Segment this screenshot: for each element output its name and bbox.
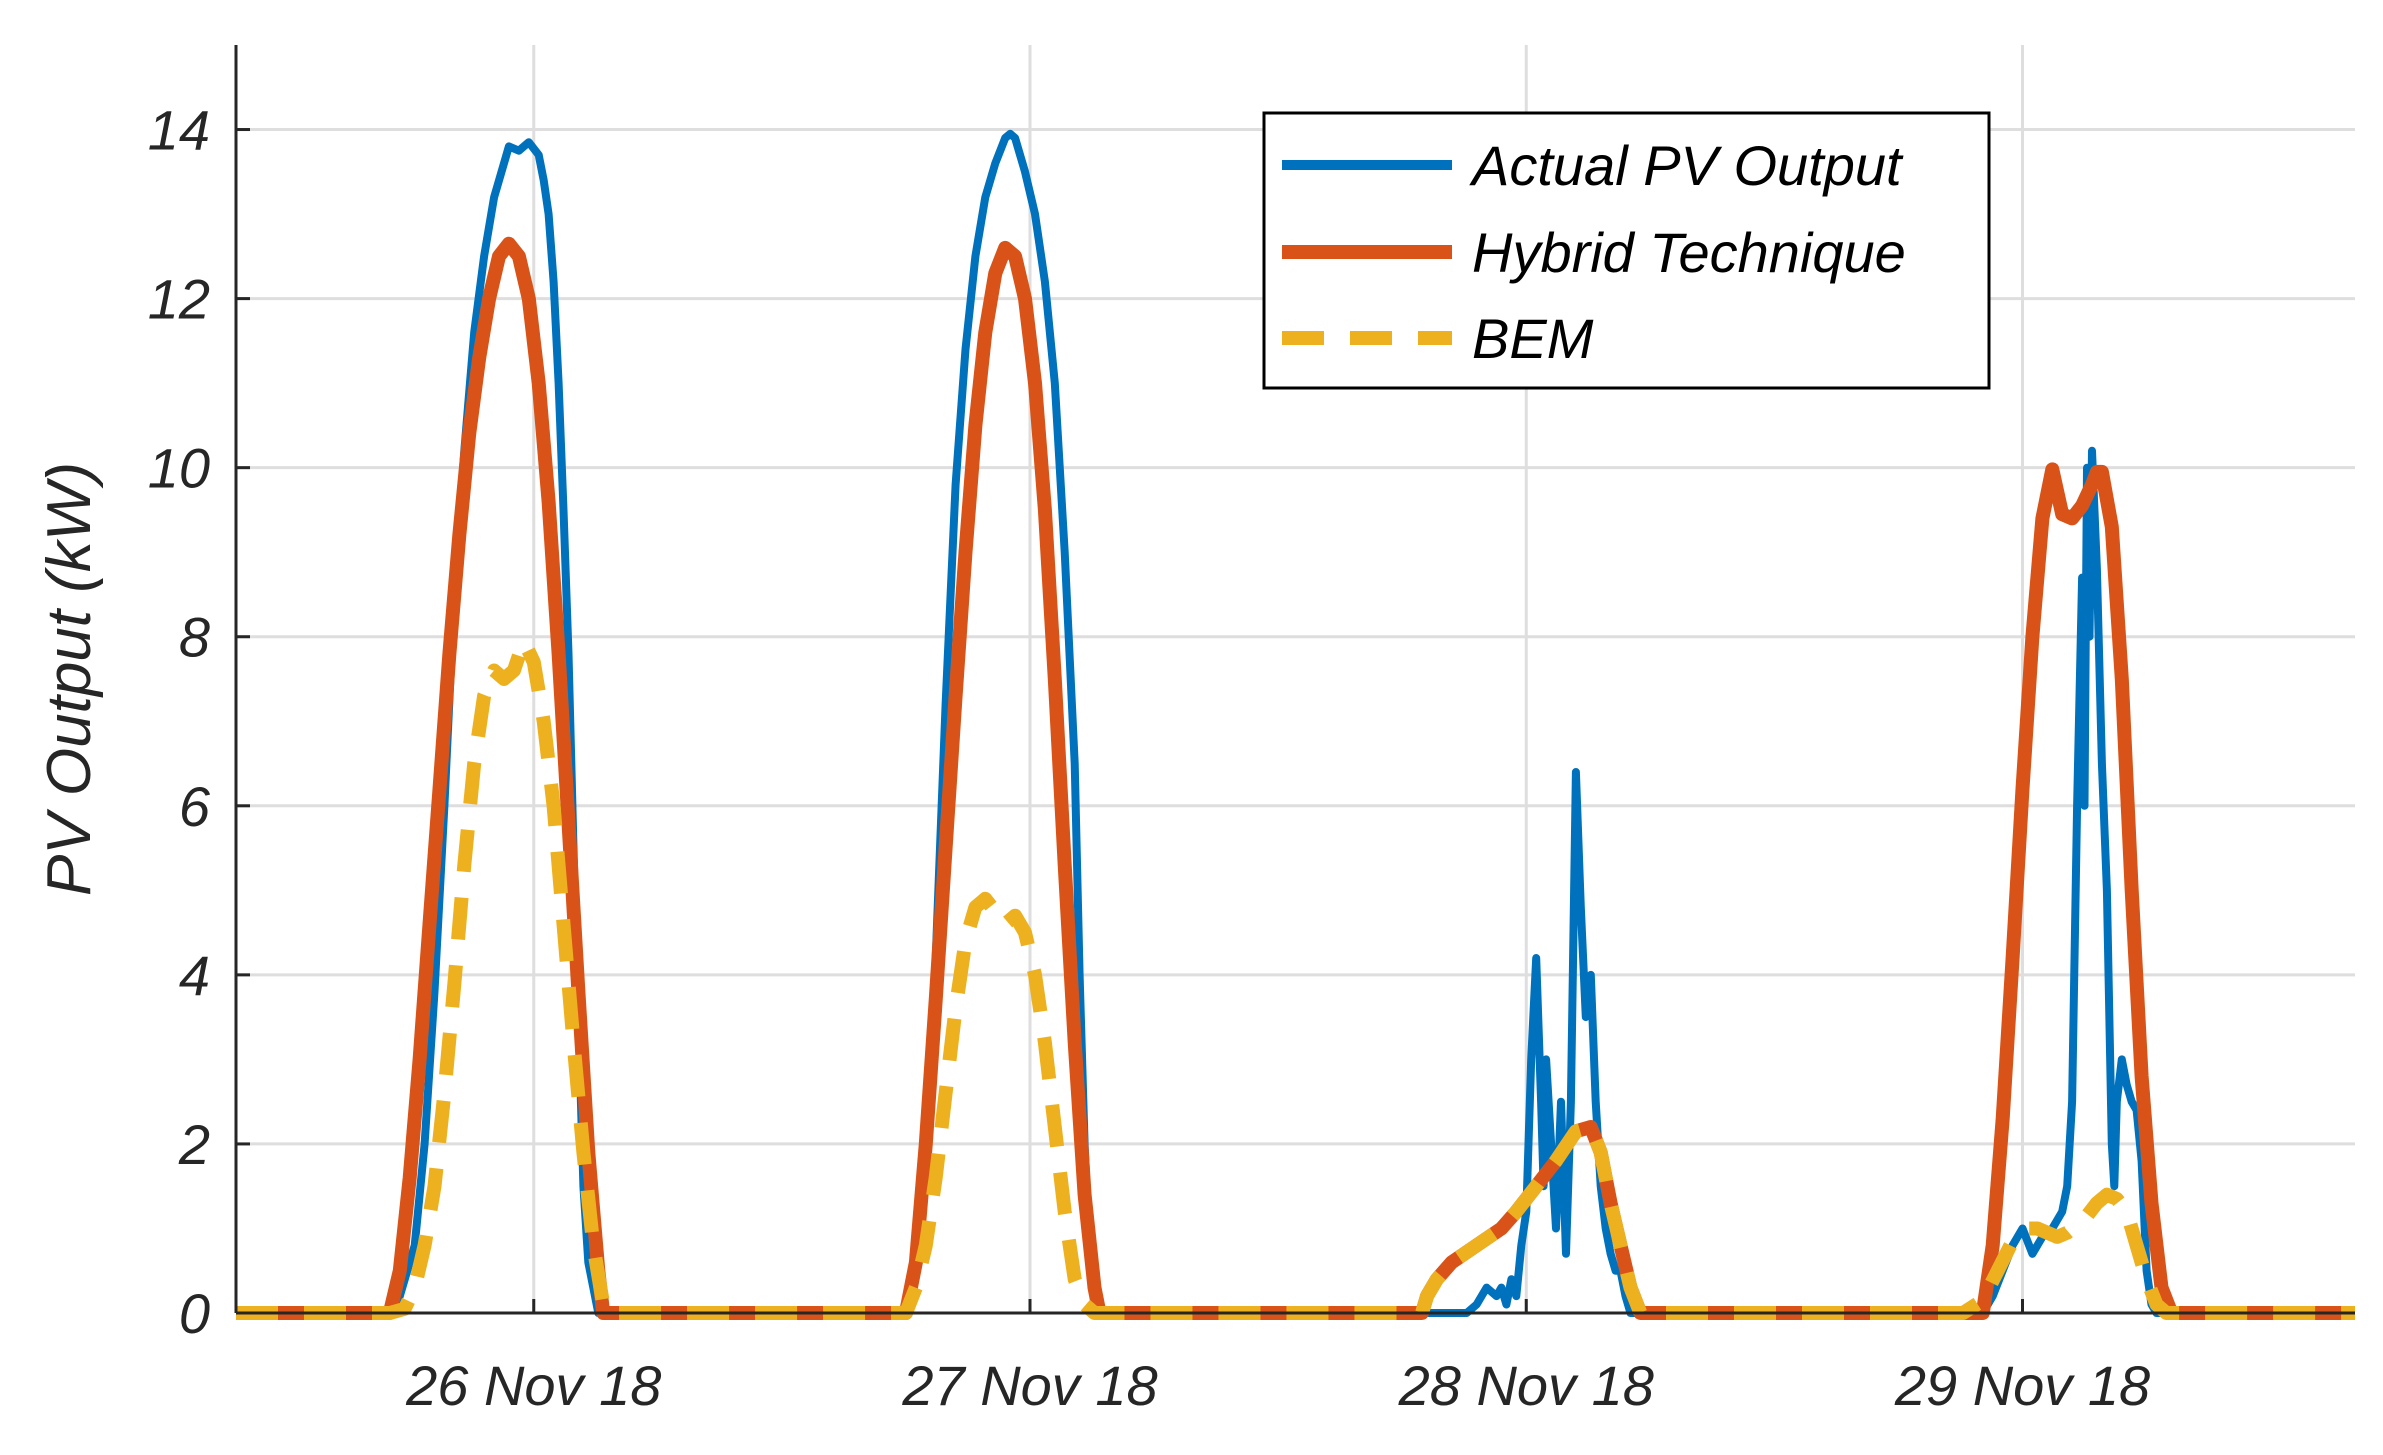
- y-tick-label: 8: [179, 606, 210, 669]
- x-tick-label: 28 Nov 18: [1398, 1354, 1654, 1417]
- y-tick-label: 14: [148, 99, 210, 162]
- series-line-bem: [236, 634, 2355, 1320]
- y-tick-label: 4: [179, 944, 210, 1007]
- legend-label-actual: Actual PV Output: [1469, 134, 1904, 197]
- y-tick-label: 0: [179, 1282, 210, 1345]
- series-layer: [236, 129, 2355, 1320]
- y-axis-label: PV Output (kW): [35, 462, 104, 896]
- legend-label-hybrid: Hybrid Technique: [1472, 221, 1906, 284]
- legend: Actual PV Output Hybrid Technique BEM: [1262, 111, 1991, 390]
- axes: [234, 45, 2355, 1315]
- y-tick-label: 10: [148, 437, 210, 500]
- y-tick-label: 6: [179, 775, 211, 838]
- x-tick-label: 26 Nov 18: [405, 1354, 661, 1417]
- series-line-hybrid-technique: [236, 236, 2355, 1320]
- y-tick-label: 2: [178, 1113, 210, 1176]
- series-line-actual-pv-output: [236, 129, 2355, 1317]
- x-tick-label: 27 Nov 18: [901, 1354, 1157, 1417]
- legend-label-bem: BEM: [1472, 307, 1594, 370]
- x-tick-label: 29 Nov 18: [1894, 1354, 2150, 1417]
- y-tick-label: 12: [148, 268, 210, 331]
- ticks: 0 2 4 6 8 10 12 14 26 Nov 18 27 Nov 18 28 Nov 18 29…: [148, 99, 2150, 1417]
